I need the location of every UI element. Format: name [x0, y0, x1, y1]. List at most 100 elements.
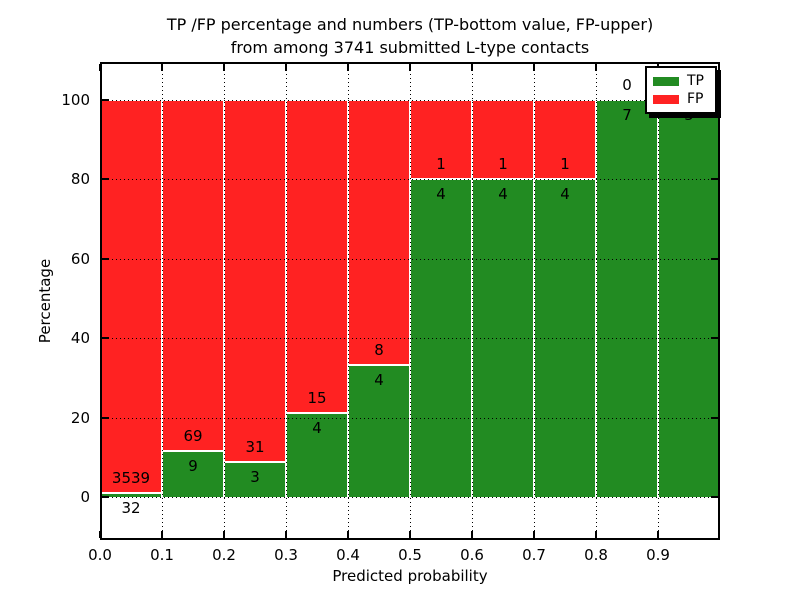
- y-tick-label: 80: [70, 170, 90, 188]
- tp-count-label: 9: [188, 457, 198, 476]
- fp-count-label: 3539: [111, 469, 151, 488]
- bar-tp-segment: [658, 99, 720, 497]
- tick-mark: [102, 337, 109, 339]
- tick-mark: [595, 531, 597, 538]
- y-tick-label: 20: [70, 408, 90, 427]
- tick-mark: [161, 531, 163, 538]
- chart-title-line1: TP /FP percentage and numbers (TP-bottom…: [166, 15, 654, 34]
- tp-count-label: 32: [121, 499, 141, 518]
- fp-count-label: 31: [245, 437, 265, 456]
- tick-mark: [409, 64, 411, 71]
- fp-count-label: 0: [622, 75, 632, 94]
- legend-item-fp: FP: [653, 91, 709, 107]
- x-tick-label: 0.4: [336, 546, 360, 564]
- fp-count-label: 1: [498, 155, 508, 173]
- tick-mark: [102, 416, 109, 419]
- tick-mark: [161, 64, 163, 71]
- bar-fp-segment: [224, 99, 286, 462]
- gridline-v: [658, 62, 659, 540]
- x-tick-label: 0.8: [584, 546, 608, 564]
- tick-mark: [711, 178, 718, 180]
- bar-fp-segment: [286, 99, 348, 414]
- tick-mark: [711, 337, 718, 339]
- tp-count-label: 4: [560, 185, 570, 203]
- x-tick-label: 0.7: [522, 546, 546, 564]
- x-axis-label: Predicted probability: [332, 567, 488, 585]
- bar-fp-segment: [472, 99, 534, 179]
- gridline-h: [100, 497, 720, 498]
- bar-fp-segment: [100, 99, 162, 494]
- x-tick-label: 0.0: [88, 546, 112, 564]
- tp-count-label: 4: [498, 185, 508, 203]
- tick-mark: [409, 531, 411, 538]
- x-tick-label: 0.2: [212, 546, 236, 564]
- y-tick-label: 60: [70, 249, 90, 268]
- tick-mark: [102, 98, 109, 101]
- legend-label-fp: FP: [687, 91, 704, 107]
- legend-item-tp: TP: [653, 73, 709, 89]
- legend-swatch-tp: [653, 76, 679, 86]
- bar-fp-segment: [162, 99, 224, 452]
- gridline-h: [100, 258, 720, 260]
- tick-mark: [99, 531, 101, 538]
- chart-title: TP /FP percentage and numbers (TP-bottom…: [100, 13, 720, 59]
- tp-count-label: 3: [250, 467, 260, 486]
- tp-count-label: 7: [622, 105, 632, 124]
- tick-mark: [99, 64, 101, 71]
- gridline-h: [100, 338, 720, 339]
- fp-count-label: 69: [183, 427, 203, 446]
- x-tick-label: 0.6: [460, 546, 484, 564]
- tick-mark: [595, 64, 597, 71]
- x-tick-label: 0.1: [150, 546, 174, 564]
- bar-tp-segment: [162, 451, 224, 497]
- fp-count-label: 1: [560, 155, 570, 173]
- tp-count-label: 4: [312, 419, 322, 438]
- tick-mark: [711, 496, 718, 498]
- bar-fp-segment: [348, 99, 410, 365]
- tick-mark: [102, 496, 109, 498]
- x-tick-label: 0.5: [398, 546, 422, 564]
- gridline-v: [596, 62, 597, 540]
- tick-mark: [223, 531, 225, 538]
- gridline-h: [100, 179, 720, 180]
- bar-fp-segment: [534, 99, 596, 179]
- fp-count-label: 15: [307, 389, 327, 408]
- chart-title-line2: from among 3741 submitted L-type contact…: [230, 38, 590, 57]
- x-tick-label: 0.3: [274, 546, 298, 564]
- gridline-v: [410, 62, 411, 540]
- legend: TP FP: [645, 66, 717, 114]
- x-tick-label: 0.9: [646, 546, 670, 564]
- bar-tp-segment: [596, 99, 658, 497]
- gridline-v: [162, 62, 163, 540]
- y-tick-label: 0: [80, 488, 90, 506]
- tick-mark: [471, 64, 473, 71]
- legend-label-tp: TP: [687, 73, 704, 89]
- tick-mark: [533, 531, 535, 538]
- tick-mark: [533, 64, 535, 71]
- fp-count-label: 1: [436, 155, 446, 173]
- gridline-v: [224, 62, 225, 540]
- gridline-v: [472, 62, 473, 540]
- tick-mark: [102, 178, 109, 180]
- fp-count-label: 8: [374, 340, 384, 359]
- tp-count-label: 4: [374, 370, 384, 389]
- y-tick-label: 40: [70, 329, 90, 347]
- tick-mark: [471, 531, 473, 538]
- tick-mark: [102, 257, 109, 260]
- tick-mark: [711, 257, 718, 260]
- tick-mark: [285, 531, 287, 538]
- tick-mark: [347, 64, 349, 71]
- y-tick-label: 100: [61, 90, 90, 109]
- tick-mark: [657, 531, 659, 538]
- gridline-v: [348, 62, 349, 540]
- tick-mark: [285, 64, 287, 71]
- tick-mark: [711, 416, 718, 419]
- gridline-v: [534, 62, 535, 540]
- gridline-h: [100, 99, 720, 101]
- bar-tp-segment: [224, 461, 286, 497]
- legend-swatch-fp: [653, 94, 679, 104]
- gridline-v: [286, 62, 287, 540]
- tick-mark: [347, 531, 349, 538]
- gridline-h: [100, 417, 720, 419]
